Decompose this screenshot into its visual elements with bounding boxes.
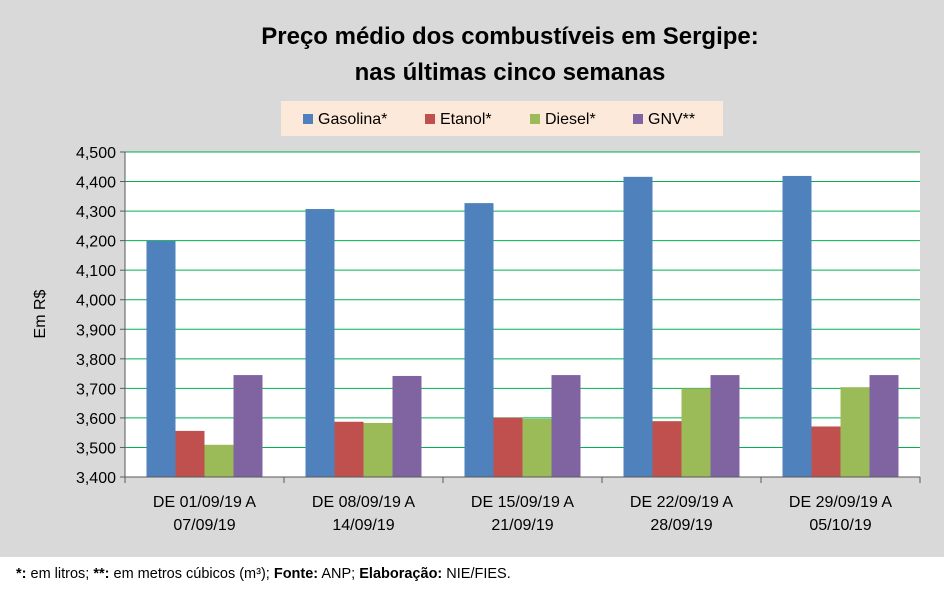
y-tick-label: 4,500 — [76, 145, 116, 162]
x-tick-label: DE 08/09/19 A — [312, 494, 416, 511]
chart-svg: Preço médio dos combustíveis em Sergipe:… — [32, 23, 921, 534]
legend-label-diesel: Diesel* — [545, 111, 596, 128]
y-tick-label: 3,800 — [76, 352, 116, 369]
y-tick-label: 3,500 — [76, 440, 116, 457]
legend-box — [281, 101, 723, 136]
footnote-fonte-label: Fonte: — [273, 566, 319, 582]
bar-etanol-4 — [652, 421, 682, 477]
chart-area: Preço médio dos combustíveis em Sergipe:… — [0, 0, 944, 557]
bar-diesel-5 — [840, 387, 870, 477]
footnote-elaboracao-text: NIE/FIES. — [442, 566, 511, 582]
y-axis-label: Em R$ — [32, 289, 49, 338]
chart-title-line2: nas últimas cinco semanas — [355, 59, 666, 86]
footnote-m3-mark: **: — [93, 566, 110, 582]
bar-etanol-1 — [175, 430, 205, 477]
bar-gnv-5 — [869, 375, 899, 477]
legend-label-gnv: GNV** — [648, 111, 695, 128]
footnote-elaboracao-label: Elaboração: — [359, 566, 443, 582]
y-tick-label: 4,400 — [76, 175, 116, 192]
bar-gnv-3 — [551, 375, 581, 477]
x-axis: DE 01/09/19 A 07/09/19 DE 08/09/19 A 14/09/… — [124, 152, 921, 534]
bar-etanol-3 — [493, 417, 523, 477]
bar-etanol-5 — [811, 426, 841, 477]
legend-swatch-etanol — [425, 114, 435, 124]
bar-gnv-2 — [392, 375, 422, 477]
x-tick-label: DE 22/09/19 A — [630, 494, 734, 511]
bars — [146, 175, 899, 478]
footnote-litros-text: em litros; — [26, 566, 94, 582]
y-tick-label: 4,300 — [76, 204, 116, 221]
bar-diesel-1 — [204, 444, 234, 477]
y-tick-label: 3,600 — [76, 411, 116, 428]
bar-gasolina-5 — [782, 175, 812, 477]
bar-diesel-2 — [363, 422, 393, 477]
bar-diesel-4 — [681, 388, 711, 477]
bar-gnv-1 — [233, 375, 263, 477]
legend-swatch-gasolina — [303, 114, 313, 124]
x-tick-label: 05/10/19 — [809, 517, 871, 534]
bar-etanol-2 — [334, 421, 364, 477]
x-tick-label: 14/09/19 — [332, 517, 394, 534]
x-tick-label: 07/09/19 — [173, 517, 235, 534]
x-tick-label: DE 01/09/19 A — [153, 494, 257, 511]
y-tick-label: 4,100 — [76, 263, 116, 280]
y-tick-label: 4,000 — [76, 293, 116, 310]
footnote-fonte-text: ANP; — [318, 566, 360, 582]
x-tick-label: 28/09/19 — [650, 517, 712, 534]
bar-gasolina-2 — [305, 209, 335, 478]
footnote-litros-mark: *: — [16, 566, 27, 582]
bar-gnv-4 — [710, 375, 740, 477]
y-tick-label: 3,900 — [76, 322, 116, 339]
y-tick-label: 3,700 — [76, 381, 116, 398]
y-axis-ticks: 3,400 3,500 3,600 3,700 3,800 3,900 4,000 4,100… — [76, 145, 125, 487]
chart-title-line1: Preço médio dos combustíveis em Sergipe: — [261, 23, 758, 50]
bar-diesel-3 — [522, 418, 552, 477]
x-tick-label: DE 15/09/19 A — [471, 494, 575, 511]
x-tick-label: DE 29/09/19 A — [789, 494, 893, 511]
bar-gasolina-3 — [464, 203, 494, 477]
bar-gasolina-4 — [623, 176, 653, 477]
x-tick-label: 21/09/19 — [491, 517, 553, 534]
footnote-m3-text: em metros cúbicos (m³); — [109, 566, 274, 582]
footnote: *: em litros; **: em metros cúbicos (m³)… — [16, 566, 936, 590]
bar-gasolina-1 — [146, 240, 176, 477]
legend: Gasolina* Etanol* Diesel* GNV** — [303, 111, 695, 128]
y-tick-label: 3,400 — [76, 470, 116, 487]
legend-label-etanol: Etanol* — [440, 111, 492, 128]
y-tick-label: 4,200 — [76, 234, 116, 251]
legend-swatch-diesel — [530, 114, 540, 124]
legend-swatch-gnv — [633, 114, 643, 124]
legend-label-gasolina: Gasolina* — [318, 111, 387, 128]
